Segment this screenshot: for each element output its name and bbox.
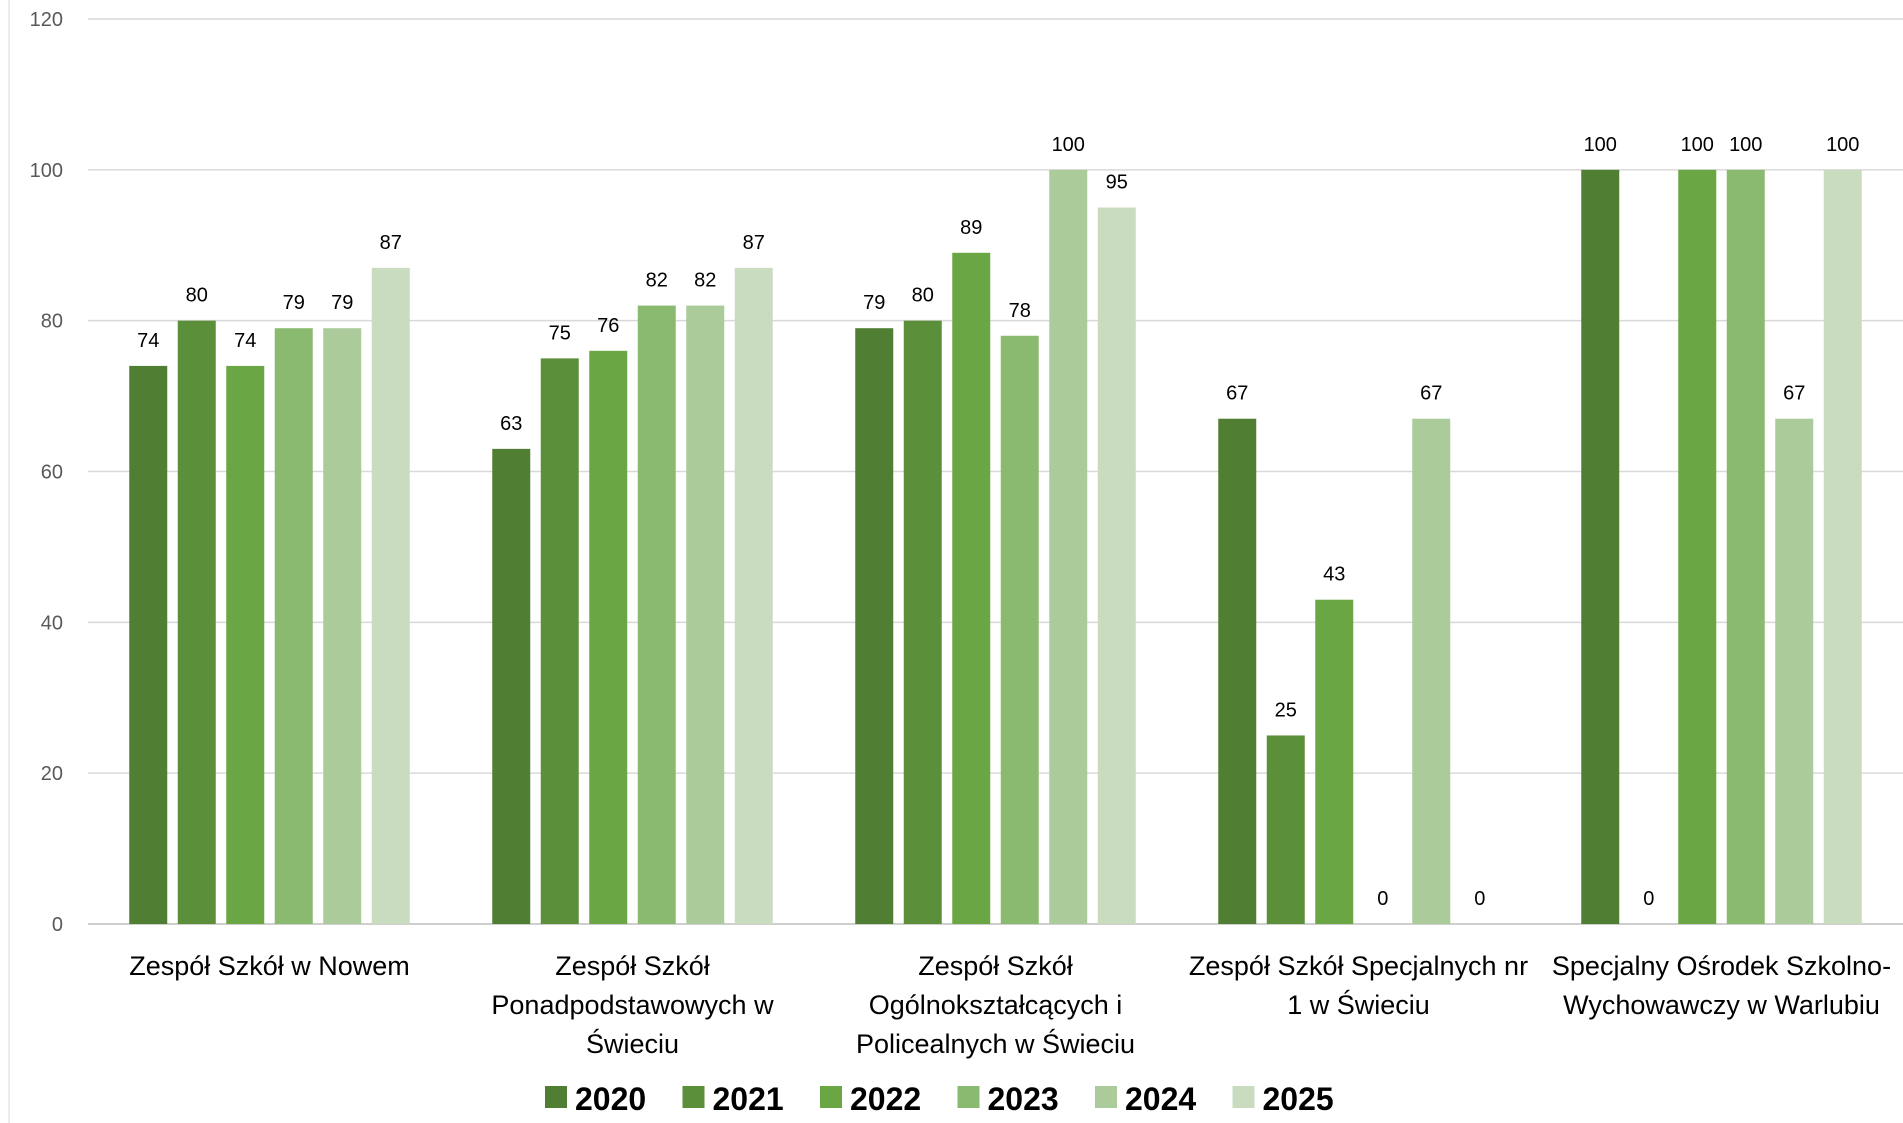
bar xyxy=(952,252,991,924)
legend-label: 2025 xyxy=(1263,1081,1334,1117)
legend-label: 2020 xyxy=(575,1081,646,1117)
bar xyxy=(1097,207,1136,924)
category-label: Zespół Szkół Ogólnokształcących i Policeal… xyxy=(856,951,1135,1059)
x-axis-categories: Zespół Szkół w Nowem Zespół Szkół Ponadpod… xyxy=(129,951,1891,1059)
category-label-line: Zespół Szkół w Nowem xyxy=(129,951,410,981)
data-label: 74 xyxy=(137,330,159,352)
bar xyxy=(734,267,773,924)
bar xyxy=(129,365,168,925)
legend-swatch xyxy=(545,1086,567,1108)
data-label: 74 xyxy=(234,330,256,352)
y-tick-label: 80 xyxy=(41,311,63,333)
data-label: 25 xyxy=(1275,699,1297,721)
bar xyxy=(1049,169,1088,925)
data-label: 82 xyxy=(646,270,668,292)
category-label-line: Zespół Szkół Specjalnych nr xyxy=(1189,951,1528,981)
bar xyxy=(1315,599,1354,924)
category-label: Specjalny Ośrodek Szkolno- Wychowawczy w … xyxy=(1552,951,1891,1020)
legend: 2020 2021 2022 2023 2024 2025 xyxy=(545,1081,1334,1117)
bar xyxy=(903,320,942,925)
legend-swatch xyxy=(957,1086,980,1108)
y-tick-label: 20 xyxy=(41,763,63,785)
data-label: 0 xyxy=(1474,888,1485,910)
data-label: 0 xyxy=(1643,888,1654,910)
y-tick-label: 40 xyxy=(41,612,63,634)
data-labels: 74 80 74 79 79 87 63 75 76 82 82 87 79 80 89 78 100 95 67 2… xyxy=(137,134,1859,910)
category-label: Zespół Szkół Specjalnych nr 1 w Świeciu xyxy=(1189,951,1528,1020)
category-label-line: Specjalny Ośrodek Szkolno- xyxy=(1552,951,1891,981)
bar xyxy=(1000,335,1039,924)
data-label: 0 xyxy=(1377,888,1388,910)
data-label: 95 xyxy=(1106,172,1128,194)
bar xyxy=(1678,169,1717,925)
data-label: 100 xyxy=(1681,134,1714,156)
bar xyxy=(855,328,894,924)
data-label: 76 xyxy=(597,315,619,337)
data-label: 79 xyxy=(863,292,885,314)
category-label-line: Świeciu xyxy=(586,1027,679,1059)
category-label-line: Zespół Szkół xyxy=(555,951,710,981)
legend-swatch xyxy=(1232,1086,1255,1108)
legend-label: 2024 xyxy=(1125,1081,1196,1117)
bar xyxy=(686,305,725,924)
bar xyxy=(1412,418,1451,924)
category-label-line: Ponadpodstawowych w xyxy=(491,990,774,1020)
data-label: 43 xyxy=(1323,564,1345,586)
bar xyxy=(1775,418,1814,924)
data-label: 78 xyxy=(1009,300,1031,322)
category-label: Zespół Szkół w Nowem xyxy=(129,951,410,981)
data-label: 75 xyxy=(549,322,571,344)
data-label: 100 xyxy=(1584,134,1617,156)
legend-label: 2023 xyxy=(988,1081,1059,1117)
bar xyxy=(323,328,362,924)
bar xyxy=(226,365,265,925)
category-label-line: 1 w Świeciu xyxy=(1287,988,1430,1020)
y-tick-label: 120 xyxy=(30,9,63,31)
data-label: 87 xyxy=(743,232,765,254)
data-label: 100 xyxy=(1729,134,1762,156)
data-label: 100 xyxy=(1826,134,1859,156)
legend-label: 2021 xyxy=(713,1081,784,1117)
bar xyxy=(371,267,410,924)
bar xyxy=(274,328,313,924)
legend-swatch xyxy=(820,1086,842,1108)
category-label-line: Wychowawczy w Warlubiu xyxy=(1563,990,1880,1020)
category-label: Zespół Szkół Ponadpodstawowych w Świeciu xyxy=(491,951,774,1059)
data-label: 67 xyxy=(1226,383,1248,405)
category-label-line: Zespół Szkół xyxy=(918,951,1073,981)
bar xyxy=(589,350,628,924)
bar xyxy=(1266,735,1305,924)
data-label: 80 xyxy=(186,285,208,307)
bar xyxy=(1581,169,1620,925)
data-label: 80 xyxy=(912,285,934,307)
data-label: 67 xyxy=(1783,383,1805,405)
data-label: 79 xyxy=(331,292,353,314)
y-axis-ticks: 0 20 40 60 80 100 120 xyxy=(30,9,63,936)
data-label: 100 xyxy=(1052,134,1085,156)
y-tick-label: 60 xyxy=(41,462,63,484)
data-label: 79 xyxy=(283,292,305,314)
data-label: 87 xyxy=(380,232,402,254)
bar xyxy=(177,320,216,925)
category-label-line: Policealnych w Świeciu xyxy=(856,1027,1135,1059)
legend-swatch xyxy=(1095,1086,1117,1108)
category-label-line: Ogólnokształcących i xyxy=(869,990,1123,1020)
y-tick-label: 0 xyxy=(52,914,63,936)
y-tick-label: 100 xyxy=(30,160,63,182)
bar xyxy=(637,305,676,924)
bar xyxy=(1218,418,1257,924)
bar xyxy=(492,448,531,924)
legend-label: 2022 xyxy=(850,1081,921,1117)
data-label: 63 xyxy=(500,413,522,435)
legend-swatch xyxy=(682,1086,705,1108)
data-label: 67 xyxy=(1420,383,1442,405)
bar xyxy=(1726,169,1765,925)
bar xyxy=(1823,169,1862,925)
bar xyxy=(540,358,579,924)
data-label: 89 xyxy=(960,217,982,239)
bars xyxy=(129,169,1862,925)
data-label: 82 xyxy=(694,270,716,292)
